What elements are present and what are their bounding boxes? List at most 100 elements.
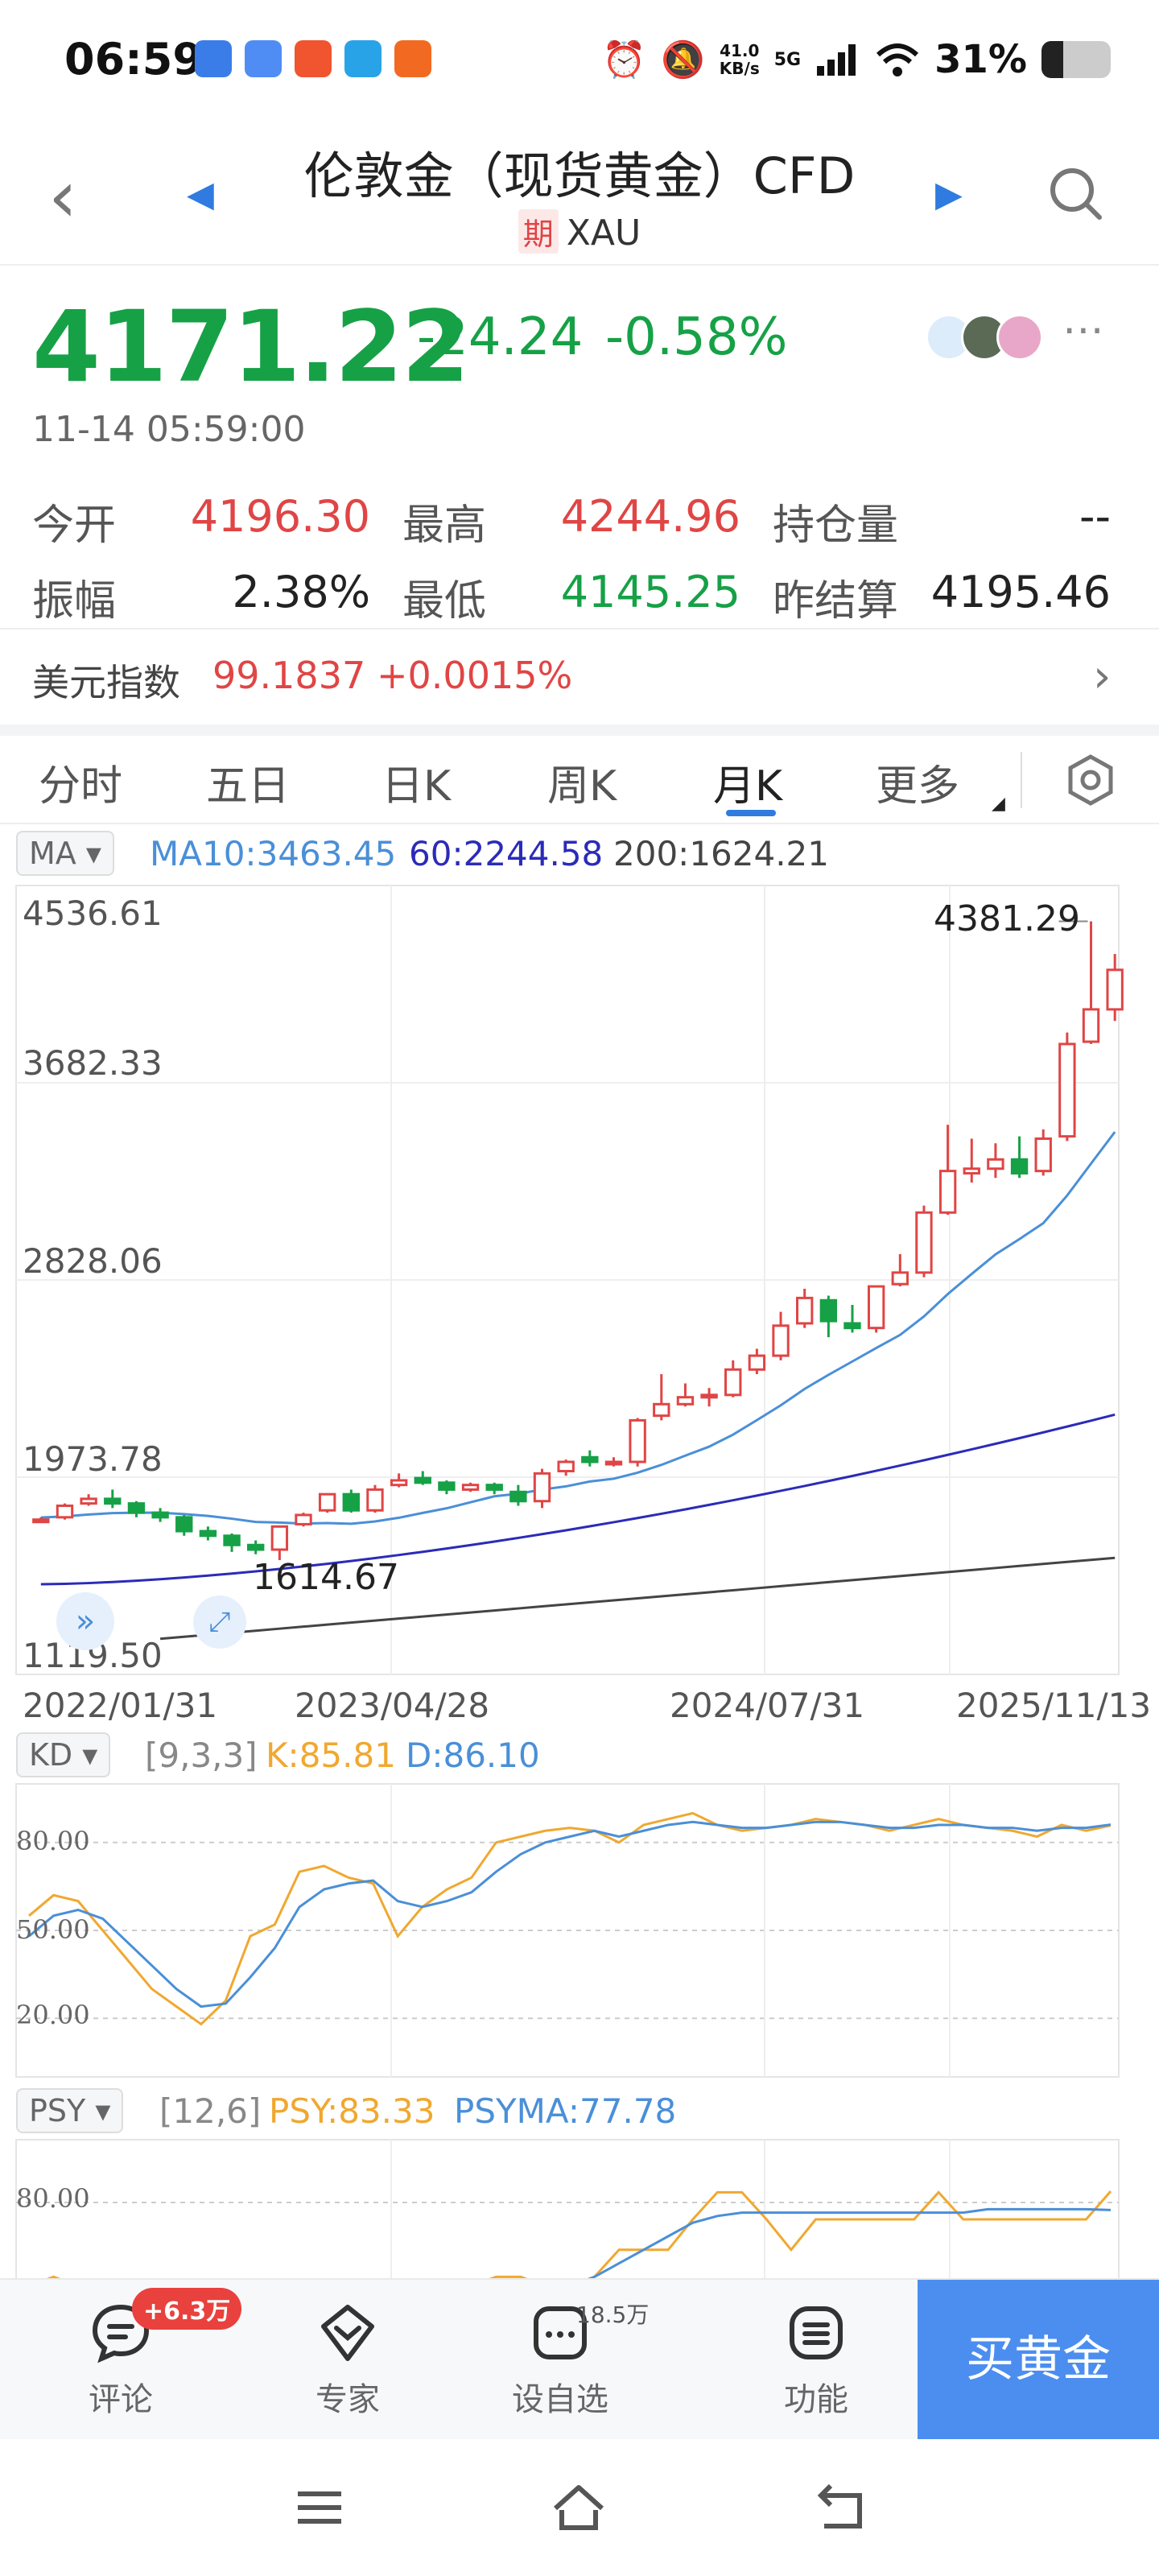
candle	[843, 1304, 861, 1333]
candle	[509, 1484, 527, 1506]
stat-high-value: 4244.96	[560, 491, 740, 542]
k-value: K:85.81	[266, 1736, 396, 1775]
alarm-icon: ⏰	[602, 39, 646, 80]
expert-button[interactable]: 专家	[283, 2302, 412, 2420]
function-button[interactable]: 功能	[752, 2302, 881, 2420]
period-tabs: 分时 五日 日K 周K 月K 更多 ◢	[0, 736, 1159, 824]
candle	[653, 1374, 670, 1421]
futures-app-icon	[394, 40, 431, 77]
buy-gold-button[interactable]: 买黄金	[918, 2280, 1159, 2439]
watchlist-icon	[534, 2306, 587, 2359]
back-icon[interactable]: ‹	[48, 155, 77, 239]
candle	[533, 1468, 551, 1509]
candle	[891, 1253, 909, 1287]
y-tick: 2828.06	[23, 1241, 163, 1281]
ma-lines	[40, 1131, 1116, 1641]
kline-chart[interactable]	[0, 824, 1159, 2289]
stock-app-icon	[245, 40, 282, 77]
candle	[772, 1311, 790, 1360]
usd-index-label: 美元指数	[32, 661, 180, 704]
tab-separator	[1021, 752, 1022, 808]
candle	[32, 1517, 50, 1524]
kd-selector[interactable]: KD ▾	[16, 1732, 111, 1777]
status-right: ⏰ 🔕 41.0 KB/s 5G 31%	[602, 35, 1111, 84]
price-change-pct: -0.58%	[605, 308, 788, 367]
candle	[438, 1480, 456, 1495]
expand-left-icon[interactable]: »	[56, 1592, 114, 1650]
prev-instrument-icon[interactable]: ◀	[187, 174, 214, 215]
tab-weekly-k[interactable]: 周K	[547, 762, 617, 811]
instrument-symbol: 期 XAU	[0, 209, 1159, 254]
function-label: 功能	[784, 2381, 848, 2418]
ma60-line	[40, 1413, 1116, 1586]
candle	[366, 1484, 384, 1513]
candle	[604, 1457, 623, 1467]
add-watchlist-button[interactable]: 设自选	[496, 2302, 625, 2420]
symbol-text: XAU	[566, 213, 641, 254]
d-value: D:86.10	[406, 1736, 540, 1775]
candle	[987, 1143, 1004, 1179]
candle	[867, 1285, 885, 1333]
next-instrument-icon[interactable]: ▶	[935, 174, 963, 215]
candle	[1082, 921, 1100, 1044]
expert-icon	[321, 2305, 374, 2361]
psy-selector[interactable]: PSY ▾	[16, 2088, 124, 2133]
x-tick: 2025/11/13	[956, 1686, 1152, 1725]
back-nav-icon[interactable]	[813, 2479, 869, 2536]
menu-nav-icon[interactable]	[291, 2479, 348, 2536]
ma200-value: 200:1624.21	[613, 834, 829, 873]
divider	[0, 628, 1159, 630]
candle	[557, 1459, 575, 1476]
x-tick: 2023/04/28	[295, 1686, 490, 1725]
min-price-label: 1614.67	[253, 1557, 399, 1598]
psyma-line	[29, 2207, 1112, 2288]
tab-five-day[interactable]: 五日	[206, 762, 291, 811]
home-nav-icon[interactable]	[551, 2479, 607, 2536]
ma200-line	[159, 1556, 1116, 1641]
wifi-icon	[876, 43, 919, 76]
watch-label: 设自选	[512, 2381, 608, 2418]
kd-params: [9,3,3]	[145, 1736, 258, 1775]
stat-high-label: 最高	[402, 502, 487, 550]
candle	[270, 1525, 289, 1560]
telegram-app-icon	[344, 40, 382, 77]
comments-button[interactable]: 评论	[56, 2302, 185, 2420]
active-tab-indicator	[726, 810, 776, 816]
psy-y-tick: 80.00	[16, 2183, 90, 2214]
candle	[724, 1360, 742, 1397]
tab-intraday[interactable]: 分时	[39, 762, 123, 811]
search-icon[interactable]	[1046, 164, 1106, 224]
tab-more[interactable]: 更多	[876, 762, 960, 811]
status-bar: 06:59 ⏰ 🔕 41.0 KB/s 5G 31%	[0, 0, 1159, 121]
price-timestamp: 11-14 05:59:00	[32, 409, 306, 450]
ma-selector[interactable]: MA ▾	[16, 831, 114, 876]
net-speed: 41.0 KB/s	[719, 41, 760, 78]
settings-icon[interactable]	[1064, 753, 1117, 807]
chevron-right-icon[interactable]: ›	[1093, 650, 1112, 703]
taobao-app-icon	[295, 40, 332, 77]
psy-panel-frame	[15, 2139, 1120, 2289]
x-tick: 2024/07/31	[670, 1686, 865, 1725]
tab-monthly-k[interactable]: 月K	[713, 762, 783, 811]
candle	[1034, 1129, 1052, 1176]
candle	[461, 1482, 480, 1492]
candle	[80, 1494, 97, 1506]
fullscreen-icon[interactable]: ⤢	[193, 1596, 246, 1649]
stat-amplitude-label: 振幅	[32, 577, 117, 625]
kd-y-tick: 80.00	[16, 1826, 90, 1856]
more-icon[interactable]: ⋯	[1062, 306, 1104, 354]
current-price: 4171.22	[32, 290, 470, 404]
futures-badge: 期	[518, 209, 559, 254]
candle	[819, 1295, 838, 1338]
candle	[700, 1388, 718, 1407]
candle	[581, 1450, 599, 1467]
section-divider	[0, 724, 1159, 736]
tab-daily-k[interactable]: 日K	[382, 762, 452, 811]
candle	[963, 1138, 980, 1183]
y-tick: 4536.61	[23, 894, 163, 933]
y-tick: 1973.78	[23, 1439, 163, 1479]
candle	[915, 1205, 933, 1278]
comments-label: 评论	[89, 2381, 153, 2418]
comments-count-badge: +6.3万	[132, 2288, 242, 2330]
ma10-line	[40, 1131, 1116, 1525]
